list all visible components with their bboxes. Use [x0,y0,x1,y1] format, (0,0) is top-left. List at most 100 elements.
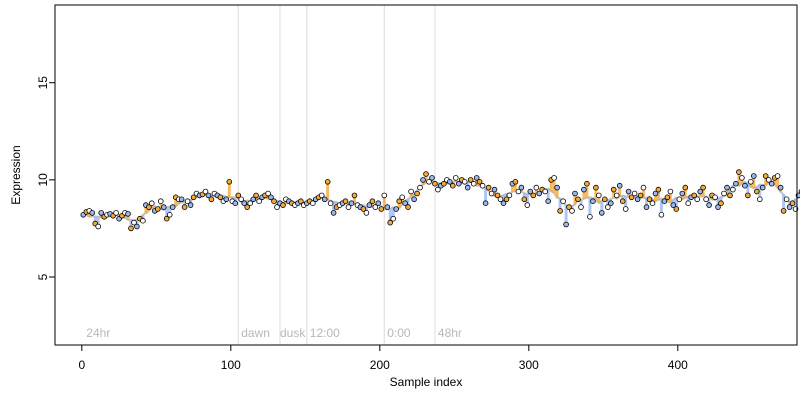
data-point-115 [423,171,429,177]
condition-label-1: dawn [241,326,270,340]
data-point-129 [464,184,471,191]
data-point-35 [184,198,191,205]
y-tick-label-0: 5 [36,273,50,280]
data-point-139 [494,192,501,199]
data-point-225 [750,173,757,179]
data-point-94 [360,206,367,212]
data-point-230 [765,177,772,183]
data-point-172 [593,184,599,191]
data-point-168 [581,186,587,193]
data-point-156 [545,198,551,205]
data-point-114 [420,177,426,183]
condition-lines [237,5,436,345]
data-point-27 [161,204,167,210]
data-point-192 [652,190,659,197]
data-point-96 [366,202,373,208]
data-point-98 [372,204,379,210]
data-point-6 [98,210,104,216]
data-point-80 [318,192,325,199]
data-point-63 [268,194,274,201]
data-point-184 [628,194,635,201]
data-point-49 [226,179,233,185]
data-point-25 [155,206,161,212]
data-point-135 [482,200,489,207]
data-point-155 [542,188,548,195]
data-point-5 [95,223,101,230]
data-point-82 [324,179,331,185]
data-point-110 [408,188,414,195]
data-point-16 [128,225,134,232]
data-point-222 [742,182,748,189]
data-point-117 [429,175,435,181]
data-point-170 [587,214,593,220]
data-point-152 [533,184,540,191]
data-point-176 [604,204,611,210]
data-point-181 [619,198,626,205]
data-point-28 [163,215,170,222]
data-point-65 [274,204,280,210]
data-point-188 [640,184,647,191]
data-point-190 [646,196,653,203]
data-point-141 [500,200,507,207]
data-point-174 [598,210,605,216]
data-point-123 [446,179,453,185]
data-point-58 [253,192,259,199]
x-tick-label-4: 400 [668,358,688,372]
data-point-180 [616,182,623,189]
data-point-159 [554,184,560,191]
data-point-137 [488,190,495,197]
data-point-121 [441,180,447,187]
data-point-125 [452,175,459,181]
data-point-169 [584,180,590,187]
data-point-51 [232,200,239,207]
data-point-53 [238,196,245,203]
data-point-216 [724,184,730,191]
data-point-42 [205,192,212,199]
data-point-138 [491,186,498,193]
data-point-3 [89,210,95,216]
data-point-217 [727,192,733,199]
data-point-81 [321,196,328,203]
data-point-41 [202,188,209,195]
data-point-103 [387,219,394,226]
data-point-221 [739,175,745,181]
data-point-108 [402,200,408,207]
data-point-104 [390,215,397,222]
data-point-59 [256,198,262,205]
condition-label-0: 24hr [86,326,110,340]
data-point-62 [265,190,271,197]
data-point-228 [759,184,766,191]
data-point-163 [566,204,572,210]
data-point-236 [783,196,790,203]
data-point-55 [244,204,251,210]
data-point-142 [503,196,510,203]
data-point-185 [631,190,638,197]
data-point-150 [527,188,534,195]
data-point-197 [667,188,674,195]
data-point-198 [670,202,677,208]
data-point-48 [223,196,230,203]
data-point-199 [673,206,680,212]
data-point-131 [470,180,477,187]
data-point-178 [610,186,617,193]
data-point-57 [250,196,257,203]
data-point-91 [351,192,358,199]
data-point-214 [718,200,724,207]
data-point-119 [435,186,441,193]
data-point-183 [625,188,632,195]
data-point-213 [715,204,721,210]
data-point-89 [345,204,352,210]
data-point-29 [166,212,173,218]
data-point-26 [158,198,164,205]
data-point-64 [271,198,277,205]
data-point-233 [774,173,781,179]
data-point-227 [756,196,763,203]
data-point-219 [733,180,739,187]
data-point-209 [703,196,709,203]
data-point-126 [455,180,462,187]
data-point-158 [551,175,557,181]
data-point-195 [661,198,668,205]
data-point-113 [417,184,423,191]
data-point-203 [685,200,691,207]
